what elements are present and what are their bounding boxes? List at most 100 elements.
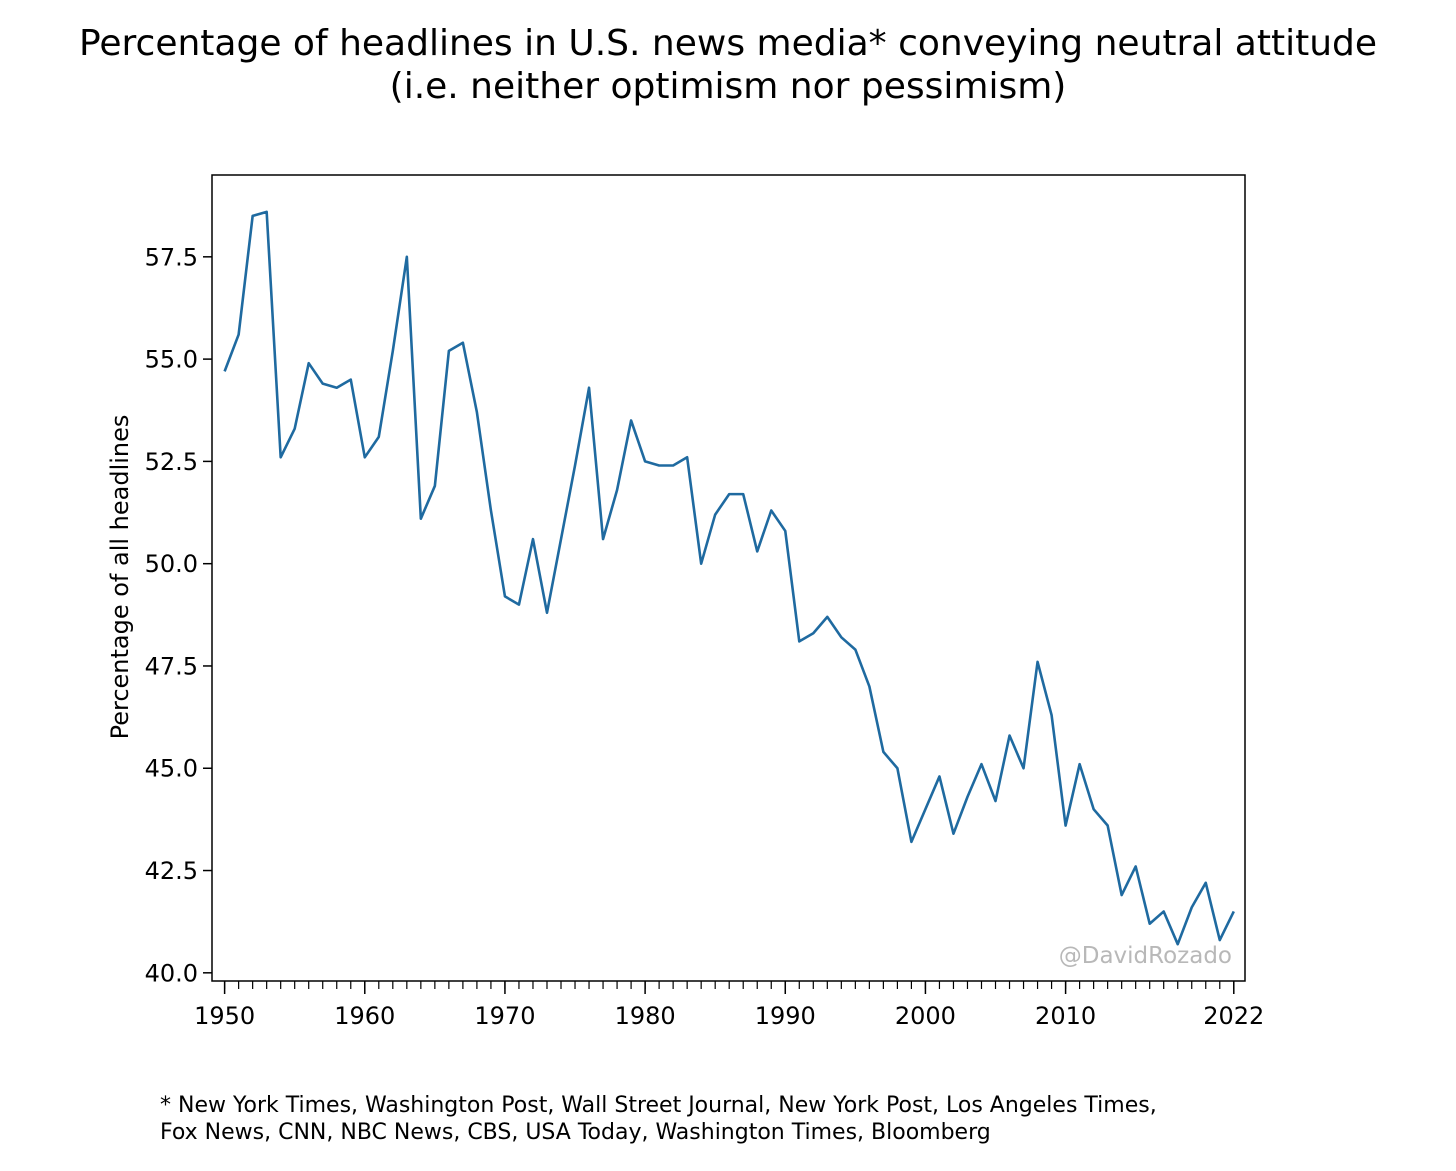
x-tick-label: 1960 (334, 1002, 395, 1030)
data-point (882, 751, 884, 753)
data-point (798, 640, 800, 642)
data-point (770, 509, 772, 511)
y-tick-label: 57.5 (145, 243, 198, 271)
data-point (826, 616, 828, 618)
y-tick-label: 52.5 (145, 448, 198, 476)
data-point (588, 387, 590, 389)
chart-title-line-2: (i.e. neither optimism nor pessimism) (389, 66, 1067, 107)
watermark: @DavidRozado (1059, 943, 1232, 969)
data-point (1050, 714, 1052, 716)
data-point (434, 485, 436, 487)
data-point (1219, 939, 1221, 941)
line-chart: 1950 1960 1970 1980 1990 2000 2010 2022 40.0 42.5… (106, 174, 1265, 1030)
data-point (1106, 824, 1108, 826)
data-point (364, 456, 366, 458)
data-point (308, 362, 310, 364)
y-tick-label: 50.0 (145, 550, 198, 578)
data-point (714, 513, 716, 515)
data-point (574, 464, 576, 466)
chart-title: Percentage of headlines in U.S. news med… (0, 22, 1456, 108)
series-line (223, 210, 1235, 946)
data-point (602, 538, 604, 540)
data-point (251, 215, 253, 217)
chart-title-line-1: Percentage of headlines in U.S. news med… (78, 23, 1378, 64)
data-point (1022, 767, 1024, 769)
y-tick-label: 40.0 (145, 959, 198, 987)
data-point (994, 800, 996, 802)
data-point (518, 603, 520, 605)
data-point (742, 493, 744, 495)
x-tick-label: 2010 (1035, 1002, 1096, 1030)
data-point (504, 595, 506, 597)
data-point (840, 636, 842, 638)
data-point (265, 211, 267, 213)
data-point (658, 464, 660, 466)
x-tick-label: 1980 (615, 1002, 676, 1030)
data-point (728, 493, 730, 495)
data-point (1036, 661, 1038, 663)
data-point (686, 456, 688, 458)
data-point (966, 796, 968, 798)
data-point (350, 378, 352, 380)
data-point (980, 763, 982, 765)
data-points (223, 211, 1235, 946)
data-point (1205, 882, 1207, 884)
data-point (868, 685, 870, 687)
x-tick-label: 2022 (1203, 1002, 1264, 1030)
data-point (1148, 923, 1150, 925)
data-point (1064, 824, 1066, 826)
data-point (952, 833, 954, 835)
data-point (672, 464, 674, 466)
data-point (1092, 808, 1094, 810)
data-point (420, 517, 422, 519)
data-point (378, 436, 380, 438)
footnote: * New York Times, Washington Post, Wall … (160, 1092, 1157, 1146)
x-tick-label: 1950 (194, 1002, 255, 1030)
data-point (1008, 734, 1010, 736)
data-point (854, 648, 856, 650)
axis-ticks: 1950 1960 1970 1980 1990 2000 2010 2022 40.0 42.5… (145, 243, 1265, 1030)
data-point (490, 509, 492, 511)
y-axis-label: Percentage of all headlines (106, 415, 134, 740)
x-tick-label: 2000 (895, 1002, 956, 1030)
data-point (924, 808, 926, 810)
data-point (1163, 910, 1165, 912)
data-point (1078, 763, 1080, 765)
data-point (644, 460, 646, 462)
data-point (392, 350, 394, 352)
x-tick-label: 1990 (755, 1002, 816, 1030)
data-point (812, 632, 814, 634)
data-point (938, 775, 940, 777)
footnote-line-2: Fox News, CNN, NBC News, CBS, USA Today,… (160, 1120, 991, 1145)
data-point (476, 411, 478, 413)
data-point (293, 427, 295, 429)
data-point (630, 419, 632, 421)
data-point (756, 550, 758, 552)
y-tick-label: 45.0 (145, 755, 198, 783)
data-point (406, 256, 408, 258)
data-point (546, 612, 548, 614)
data-point (223, 370, 225, 372)
data-point (896, 767, 898, 769)
footnote-line-1: * New York Times, Washington Post, Wall … (160, 1093, 1157, 1118)
data-point (784, 530, 786, 532)
data-point (336, 387, 338, 389)
y-tick-label: 47.5 (145, 652, 198, 680)
data-point (532, 538, 534, 540)
data-point (910, 841, 912, 843)
data-point (279, 456, 281, 458)
data-point (1134, 865, 1136, 867)
data-point (237, 333, 239, 335)
data-point (448, 350, 450, 352)
data-point (700, 562, 702, 564)
data-point (560, 538, 562, 540)
data-point (322, 382, 324, 384)
data-point (616, 489, 618, 491)
plot-frame (211, 174, 1246, 982)
data-point (462, 342, 464, 344)
data-point (1191, 906, 1193, 908)
data-point (1120, 894, 1122, 896)
x-tick-label: 1970 (474, 1002, 535, 1030)
y-tick-label: 42.5 (145, 857, 198, 885)
y-tick-label: 55.0 (145, 346, 198, 374)
